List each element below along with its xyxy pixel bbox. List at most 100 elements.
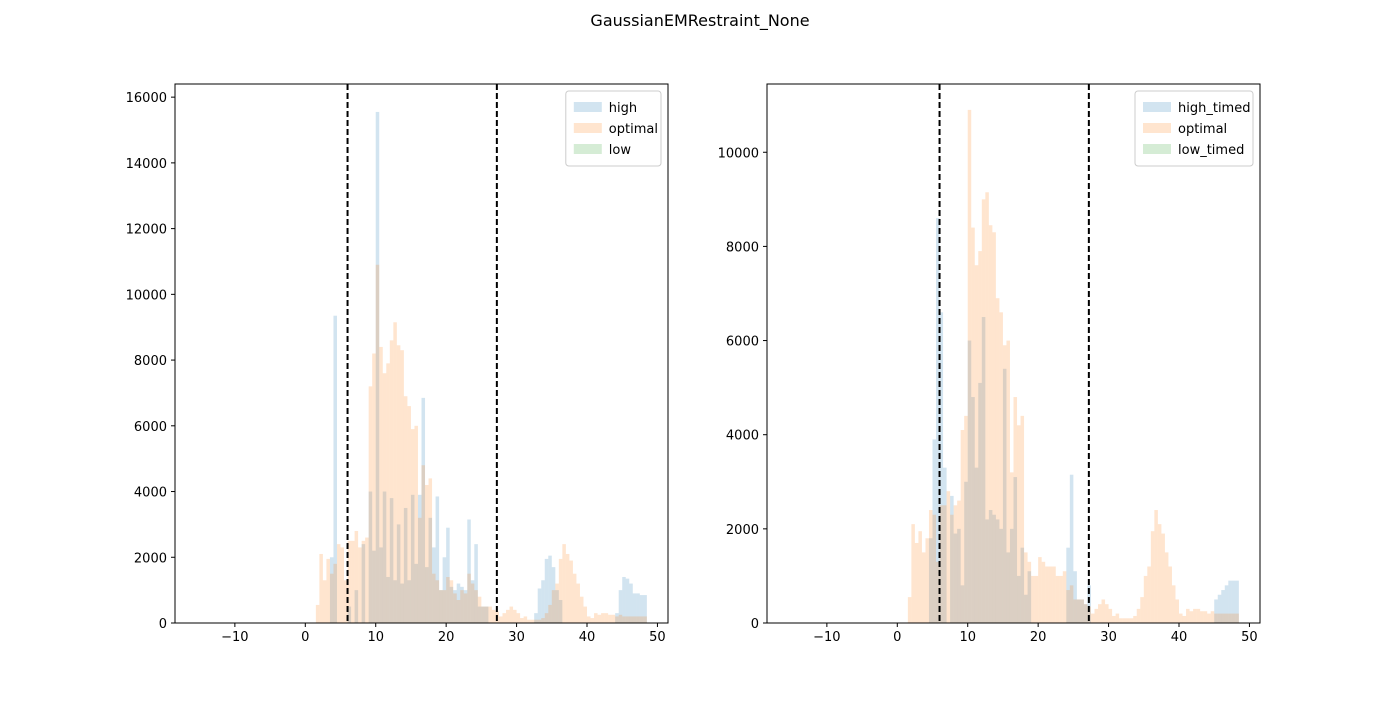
bar-optimal-47 xyxy=(481,606,485,623)
bar-optimal-86 xyxy=(618,614,623,623)
bar-high-36 xyxy=(477,606,482,623)
bar-optimal-27 xyxy=(1002,345,1007,623)
bar-high_timed-16 xyxy=(988,510,993,623)
bar-optimal-76 xyxy=(1175,599,1180,623)
bar-optimal-49 xyxy=(1080,599,1084,623)
bar-optimal-35 xyxy=(439,590,443,623)
bar-optimal-62 xyxy=(1126,618,1130,623)
bar-optimal-66 xyxy=(548,604,552,623)
bar-optimal-33 xyxy=(432,573,436,623)
y-tick-label: 16000 xyxy=(126,91,167,106)
bar-optimal-14 xyxy=(365,537,369,623)
bar-high_timed-17 xyxy=(992,514,996,623)
bar-optimal-87 xyxy=(622,616,626,623)
bar-high_timed-1 xyxy=(932,439,937,623)
bar-optimal-22 xyxy=(393,322,397,623)
bar-optimal-75 xyxy=(1171,585,1176,623)
bar-optimal-22 xyxy=(985,192,989,623)
bar-high-17 xyxy=(410,494,415,623)
bar-high_timed-38 xyxy=(1224,585,1229,623)
bar-high-24 xyxy=(435,496,440,623)
x-tick-label: 30 xyxy=(1100,630,1117,645)
bar-optimal-61 xyxy=(530,619,535,623)
bar-optimal-53 xyxy=(1094,608,1099,623)
bar-high_timed-19 xyxy=(999,528,1003,623)
bar-high_timed-5 xyxy=(950,495,954,623)
bar-optimal-84 xyxy=(611,614,616,623)
bar-optimal-77 xyxy=(587,616,591,623)
bar-optimal-37 xyxy=(1038,557,1042,623)
y-tick-label: 14000 xyxy=(126,157,167,172)
bar-high_timed-2 xyxy=(936,218,940,624)
bar-optimal-78 xyxy=(1182,615,1187,623)
bar-high-52 xyxy=(632,593,637,623)
bar-high_timed-8 xyxy=(960,585,965,623)
bar-optimal-79 xyxy=(1186,608,1190,623)
bar-optimal-38 xyxy=(449,580,454,623)
bar-high-43 xyxy=(548,555,552,623)
bar-optimal-50 xyxy=(491,609,496,623)
bar-high_timed-18 xyxy=(995,519,1000,623)
series-optimal xyxy=(907,109,1239,624)
bar-optimal-18 xyxy=(971,227,975,623)
bar-optimal-45 xyxy=(474,590,478,623)
bar-optimal-13 xyxy=(361,540,366,623)
bar-optimal-46 xyxy=(477,596,482,623)
bar-optimal-79 xyxy=(594,613,598,623)
bar-optimal-60 xyxy=(1119,618,1123,623)
bar-high_timed-10 xyxy=(967,340,972,623)
bar-optimal-71 xyxy=(1157,524,1162,623)
bar-optimal-20 xyxy=(386,363,390,623)
bar-optimal-56 xyxy=(513,609,517,623)
bar-high_timed-23 xyxy=(1013,477,1018,623)
y-tick-label: 4000 xyxy=(726,429,759,444)
bar-high_timed-41 xyxy=(1235,580,1239,623)
bar-high_timed-36 xyxy=(1217,594,1222,623)
bar-optimal-44 xyxy=(470,583,475,623)
bar-optimal-23 xyxy=(988,225,993,623)
bar-high-16 xyxy=(407,580,411,623)
bar-optimal-78 xyxy=(590,618,595,623)
y-tick-label: 8000 xyxy=(134,354,167,369)
bar-high_timed-35 xyxy=(1214,599,1218,623)
bar-high-45 xyxy=(555,590,559,623)
bar-high-31 xyxy=(460,586,464,623)
bar-optimal-33 xyxy=(1024,552,1028,623)
bar-high-18 xyxy=(414,563,418,623)
bar-high_timed-14 xyxy=(981,317,986,623)
bar-optimal-85 xyxy=(1207,613,1211,623)
bar-optimal-50 xyxy=(1083,604,1088,623)
legend-label-optimal: optimal xyxy=(609,122,658,137)
bar-high_timed-0 xyxy=(928,538,933,623)
bar-high-22 xyxy=(428,517,433,623)
bar-optimal-23 xyxy=(396,345,401,623)
bar-optimal-55 xyxy=(509,606,514,623)
bar-high-8 xyxy=(379,547,383,623)
bar-optimal-44 xyxy=(1062,571,1067,623)
bar-optimal-3 xyxy=(326,558,330,623)
bar-optimal-74 xyxy=(576,583,580,623)
legend-label-optimal: optimal xyxy=(1178,122,1227,137)
bar-high-21 xyxy=(425,567,429,623)
legend-swatch-high xyxy=(573,102,602,112)
bar-optimal-88 xyxy=(1217,613,1222,623)
y-tick-label: 10000 xyxy=(718,146,759,161)
bar-optimal-5 xyxy=(333,563,337,623)
bar-optimal-46 xyxy=(1069,585,1074,623)
x-tick-label: −10 xyxy=(813,630,840,645)
bar-optimal-39 xyxy=(453,593,457,623)
bar-optimal-63 xyxy=(1129,618,1134,623)
bar-optimal-9 xyxy=(347,540,352,623)
bar-high-48 xyxy=(618,590,623,623)
bar-high_timed-27 xyxy=(1027,571,1032,623)
bar-high-32 xyxy=(463,590,468,623)
x-tick-label: 0 xyxy=(893,630,901,645)
bar-optimal-45 xyxy=(1066,590,1070,623)
bar-optimal-55 xyxy=(1101,599,1106,623)
bar-optimal-42 xyxy=(463,593,468,623)
y-tick-label: 0 xyxy=(751,617,759,632)
bar-optimal-65 xyxy=(1136,608,1141,623)
axes-frame xyxy=(766,83,1261,624)
